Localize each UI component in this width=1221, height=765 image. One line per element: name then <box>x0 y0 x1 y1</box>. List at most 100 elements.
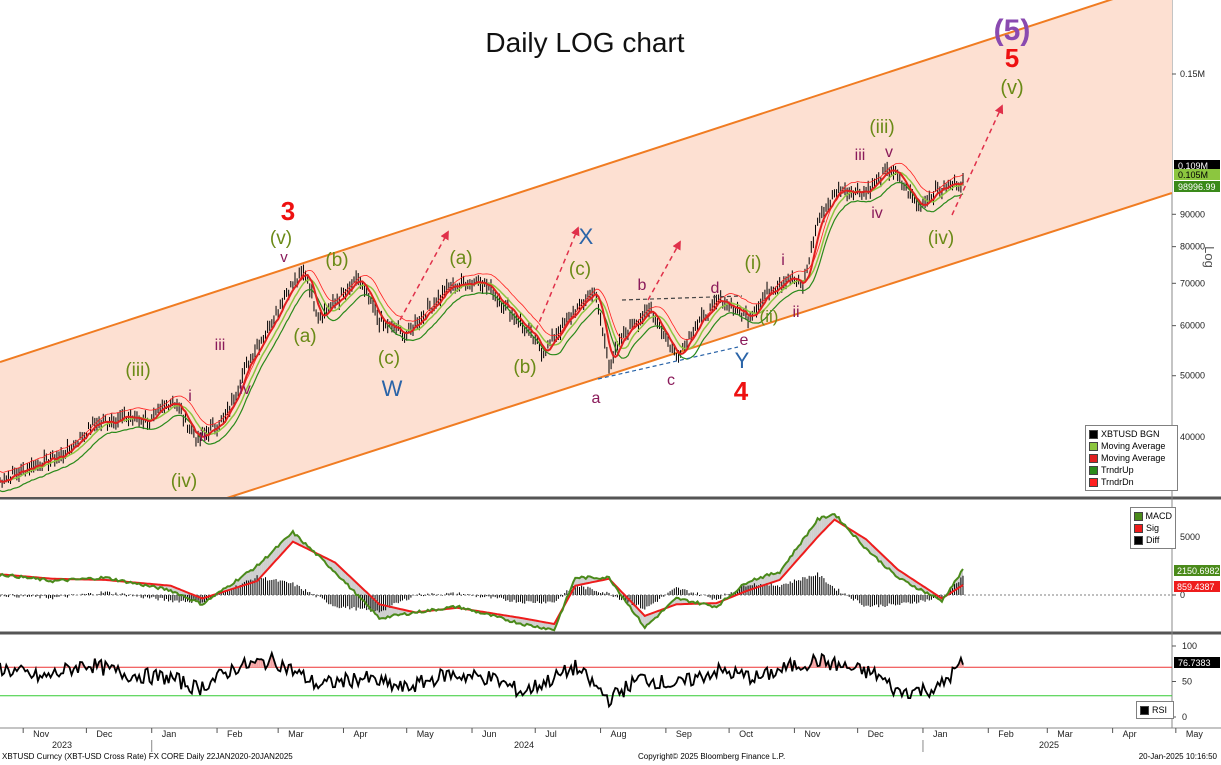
macd-fill <box>528 619 532 626</box>
legend-label: Sig <box>1146 523 1160 533</box>
legend-label: XBTUSD BGN <box>1101 429 1160 439</box>
macd-fill <box>760 577 763 587</box>
macd-fill <box>389 606 392 618</box>
price-tick-label: 90000 <box>1180 209 1205 219</box>
wave-label: iii <box>855 147 866 164</box>
rsi-value-box <box>1174 657 1220 668</box>
macd-fill <box>385 605 388 619</box>
legend-main: XBTUSD BGN Moving Average Moving Average… <box>1085 425 1178 491</box>
price-value-box <box>1174 160 1220 171</box>
wave-label: b <box>638 277 647 294</box>
channel-lower-line <box>226 192 1172 497</box>
wave-label: 4 <box>734 376 749 406</box>
macd-fill <box>756 578 759 588</box>
macd-fill <box>379 604 382 619</box>
macd-fill <box>771 572 774 583</box>
legend-item-price: XBTUSD BGN <box>1089 428 1174 440</box>
wave-label: a <box>592 390 601 407</box>
wave-trendline-upper <box>621 295 743 301</box>
macd-fill <box>547 622 550 629</box>
projection-arrow <box>951 104 1004 216</box>
wave-label: (iii) <box>869 117 894 138</box>
footer-right: 20-Jan-2025 10:16:50 <box>1138 752 1217 761</box>
projection-arrow <box>535 226 580 331</box>
rsi-tick-label: 50 <box>1182 677 1192 687</box>
macd-fill <box>777 572 780 581</box>
month-label: Dec <box>96 729 113 739</box>
price-tick-label: 50000 <box>1180 371 1205 381</box>
macd-fill <box>539 621 542 629</box>
macd-fill <box>750 580 753 590</box>
macd-fill <box>811 526 814 545</box>
legend-item-macd: MACD <box>1134 510 1172 522</box>
macd-fill <box>823 516 827 531</box>
channel-fill <box>0 0 1172 497</box>
legend-label: TrndrDn <box>1101 477 1134 487</box>
macd-fill <box>273 546 277 563</box>
month-label: May <box>417 729 435 739</box>
macd-fill <box>743 584 746 593</box>
macd-fill <box>236 579 239 588</box>
macd-fill <box>794 549 797 564</box>
rsi-value-label: 76.7383 <box>1178 658 1211 668</box>
price-tick-label: 70000 <box>1180 278 1205 288</box>
month-label: Oct <box>739 729 754 739</box>
macd-fill <box>863 538 867 549</box>
month-label: Nov <box>804 729 821 739</box>
macd-fill <box>339 566 342 580</box>
month-label: Mar <box>288 729 304 739</box>
legend-label: Moving Average <box>1101 441 1166 451</box>
wave-label: (i) <box>745 253 762 274</box>
macd-fill <box>250 570 253 584</box>
month-label: May <box>1186 729 1204 739</box>
year-label: 2025 <box>1039 740 1059 750</box>
macd-fill <box>254 564 258 582</box>
trndr-dn-line <box>0 162 964 473</box>
swatch-price <box>1089 429 1098 439</box>
macd-tick-label: 0 <box>1180 590 1185 600</box>
projection-arrow <box>647 240 681 301</box>
month-label: Aug <box>611 729 627 739</box>
macd-fill <box>257 564 260 582</box>
macd-fill <box>581 576 584 585</box>
macd-fill <box>259 562 262 579</box>
macd-fill <box>646 614 650 625</box>
legend-label: Diff <box>1146 535 1160 545</box>
macd-value-label: 859.4387 <box>1177 582 1215 592</box>
rsi-line <box>0 650 964 709</box>
wave-label: (b) <box>325 250 348 271</box>
macd-fill <box>246 571 249 585</box>
month-label: Jan <box>933 729 948 739</box>
macd-fill <box>819 516 822 535</box>
month-label: Sep <box>676 729 692 739</box>
rsi-tick-label: 100 <box>1182 641 1197 651</box>
year-label: 2023 <box>52 740 72 750</box>
macd-fill <box>767 574 770 585</box>
macd-fill <box>533 620 536 628</box>
year-label: 2024 <box>514 740 534 750</box>
month-label: Mar <box>1057 729 1073 739</box>
macd-fill <box>575 577 578 586</box>
macd-fill <box>200 597 203 605</box>
wave-label: (5) <box>994 14 1031 47</box>
price-tick-label: 80000 <box>1180 242 1205 252</box>
macd-fill <box>381 604 384 619</box>
price-value-box <box>1174 169 1220 180</box>
month-label: Feb <box>998 729 1014 739</box>
swatch-trndrdn <box>1089 477 1098 487</box>
price-value-label: 0.109M <box>1178 161 1208 171</box>
axes: 0.15M9000080000700006000050000400000.109… <box>22 69 1220 752</box>
macd-fill <box>261 560 264 577</box>
legend-label: MACD <box>1145 511 1173 521</box>
price-tick-label: 0.15M <box>1180 69 1205 79</box>
wave-label: e <box>740 332 749 349</box>
macd-fill <box>754 578 757 589</box>
wave-label: (iv) <box>928 228 954 249</box>
wave-label: 3 <box>281 196 295 226</box>
chart-title: Daily LOG chart <box>485 27 684 58</box>
macd-fill <box>748 581 751 591</box>
macd-fill <box>252 567 255 583</box>
macd-tick-label: 5000 <box>1180 532 1200 542</box>
macd-fill <box>960 569 963 587</box>
